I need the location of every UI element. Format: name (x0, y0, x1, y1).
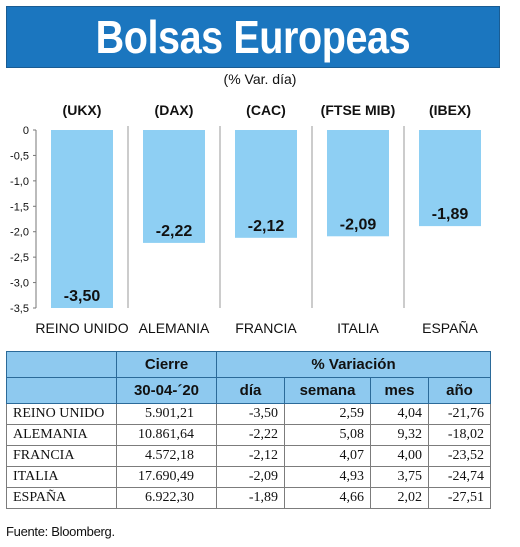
category-label: ESPAÑA (422, 320, 478, 336)
row-cierre: 6.922,30 (116, 487, 217, 509)
title-banner: Bolsas Europeas (6, 6, 500, 68)
row-mes: 4,00 (370, 445, 429, 467)
bar (327, 130, 389, 237)
data-table-wrapper: Cierre % Variación 30-04-´20 día semana … (6, 351, 492, 509)
index-label: (FTSE MIB) (321, 102, 396, 118)
y-tick-label: -1,0 (10, 176, 29, 188)
table-group-header-row: Cierre % Variación (6, 351, 492, 378)
row-mes: 4,04 (370, 403, 429, 425)
bar-value-label: -3,50 (64, 288, 101, 305)
row-ano: -21,76 (427, 403, 492, 425)
row-name: ALEMANIA (6, 424, 117, 446)
table-row: FRANCIA 4.572,18 -2,12 4,07 4,00 -23,52 (6, 445, 492, 467)
row-cierre: 10.861,64 (116, 424, 217, 446)
row-dia: -3,50 (216, 403, 285, 425)
row-ano: -27,51 (427, 487, 492, 509)
col-header-mes: mes (370, 377, 429, 404)
chart-subtitle: (% Var. día) (223, 71, 297, 87)
bar-value-label: -2,22 (156, 223, 193, 240)
index-label: (UKX) (63, 102, 102, 118)
bar-value-label: -1,89 (432, 206, 469, 223)
category-label: ITALIA (337, 320, 379, 336)
row-ano: -23,52 (427, 445, 492, 467)
source-note: Fuente: Bloomberg. (6, 524, 115, 539)
bar (235, 130, 297, 238)
bar-value-label: -2,09 (340, 216, 377, 233)
data-table: Cierre % Variación 30-04-´20 día semana … (6, 351, 492, 509)
row-dia: -2,12 (216, 445, 285, 467)
row-cierre: 5.901,21 (116, 403, 217, 425)
category-label: REINO UNIDO (35, 320, 128, 336)
row-semana: 4,66 (284, 487, 371, 509)
row-cierre: 17.690,49 (116, 466, 217, 488)
row-name: ITALIA (6, 466, 117, 488)
y-tick-label: -1,5 (10, 201, 29, 213)
row-name: REINO UNIDO (6, 403, 117, 425)
row-dia: -2,09 (216, 466, 285, 488)
row-semana: 2,59 (284, 403, 371, 425)
y-tick-label: -2,0 (10, 227, 29, 239)
category-label: FRANCIA (235, 320, 297, 336)
index-label: (IBEX) (429, 102, 471, 118)
y-tick-label: 0 (23, 125, 29, 137)
row-cierre: 4.572,18 (116, 445, 217, 467)
index-label: (DAX) (155, 102, 194, 118)
col-header-blank (6, 377, 117, 404)
row-mes: 2,02 (370, 487, 429, 509)
row-mes: 3,75 (370, 466, 429, 488)
bar (143, 130, 205, 243)
row-semana: 4,07 (284, 445, 371, 467)
row-ano: -18,02 (427, 424, 492, 446)
page-title: Bolsas Europeas (95, 11, 411, 63)
col-header-ano: año (427, 377, 492, 404)
category-label: ALEMANIA (139, 320, 210, 336)
bar (51, 130, 113, 308)
group-header-variacion: % Variación (215, 351, 492, 378)
y-tick-label: -0,5 (10, 150, 29, 162)
row-semana: 4,93 (284, 466, 371, 488)
index-label: (CAC) (246, 102, 286, 118)
y-tick-label: -2,5 (10, 252, 29, 264)
table-row: ALEMANIA 10.861,64 -2,22 5,08 9,32 -18,0… (6, 424, 492, 446)
row-ano: -24,74 (427, 466, 492, 488)
group-header-cierre: Cierre (116, 351, 217, 378)
row-name: ESPAÑA (6, 487, 117, 509)
row-mes: 9,32 (370, 424, 429, 446)
bar (419, 130, 481, 227)
table-row: ITALIA 17.690,49 -2,09 4,93 3,75 -24,74 (6, 466, 492, 488)
bar-value-label: -2,12 (248, 218, 285, 235)
row-semana: 5,08 (284, 424, 371, 446)
bar-chart: 0 -0,5 -1,0 -1,5 -2,0 -2,5 -3,0 -3,5 -3,50 (UKX) R… (10, 102, 481, 336)
row-name: FRANCIA (6, 445, 117, 467)
table-row: REINO UNIDO 5.901,21 -3,50 2,59 4,04 -21… (6, 403, 492, 425)
col-header-date: 30-04-´20 (116, 377, 217, 404)
col-header-dia: día (216, 377, 285, 404)
col-header-semana: semana (284, 377, 371, 404)
y-tick-label: -3,0 (10, 278, 29, 290)
table-row: ESPAÑA 6.922,30 -1,89 4,66 2,02 -27,51 (6, 487, 492, 509)
row-dia: -2,22 (216, 424, 285, 446)
group-header-blank (6, 351, 117, 378)
row-dia: -1,89 (216, 487, 285, 509)
y-tick-label: -3,5 (10, 303, 29, 315)
table-column-header-row: 30-04-´20 día semana mes año (6, 377, 492, 404)
